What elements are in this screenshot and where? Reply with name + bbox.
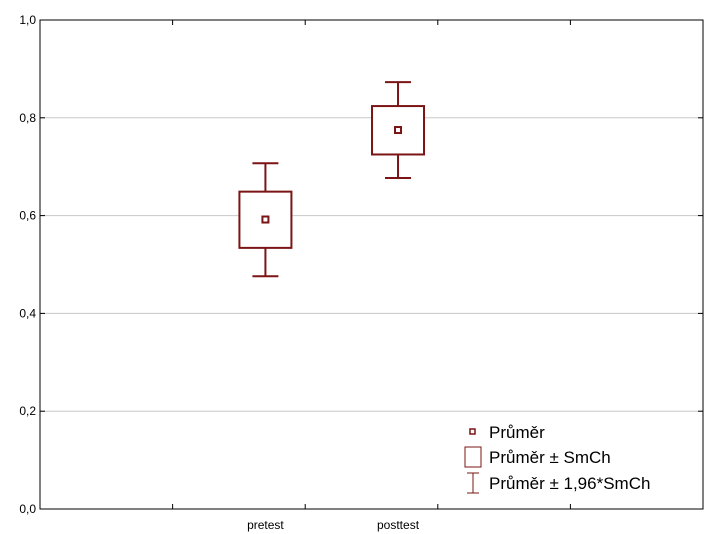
legend-label: Průměr ± SmCh: [489, 448, 611, 467]
x-tick-label: posttest: [377, 518, 420, 532]
legend-item-box: Průměr ± SmCh: [464, 446, 611, 468]
legend-label: Průměr ± 1,96*SmCh: [489, 474, 650, 493]
legend-item-point: Průměr: [469, 423, 545, 442]
boxes: [238, 81, 426, 278]
y-tick-labels: 0,0 0,2 0,4 0,6 0,8 1,0: [19, 13, 36, 516]
legend-label: Průměr: [489, 423, 545, 442]
plot-frame: [39, 19, 704, 510]
legend-box-icon: [464, 446, 482, 468]
mean-marker: [261, 215, 270, 224]
mean-marker: [394, 126, 403, 135]
legend-item-whisker: Průměr ± 1,96*SmCh: [467, 472, 650, 494]
y-tick-label: 1,0: [19, 13, 36, 27]
box-posttest: [371, 81, 426, 179]
legend-point-icon: [469, 428, 476, 435]
y-tick-label: 0,0: [19, 502, 36, 516]
box-pretest: [238, 162, 293, 278]
x-tick-labels: pretest posttest: [247, 518, 420, 532]
legend: Průměr Průměr ± SmCh Průměr ± 1,96*SmCh: [464, 423, 650, 494]
x-tick-label: pretest: [247, 518, 284, 532]
y-tick-label: 0,8: [19, 111, 36, 125]
y-tick-label: 0,6: [19, 209, 36, 223]
y-tick-label: 0,2: [19, 404, 36, 418]
y-tick-label: 0,4: [19, 306, 36, 320]
axes: [39, 19, 704, 510]
